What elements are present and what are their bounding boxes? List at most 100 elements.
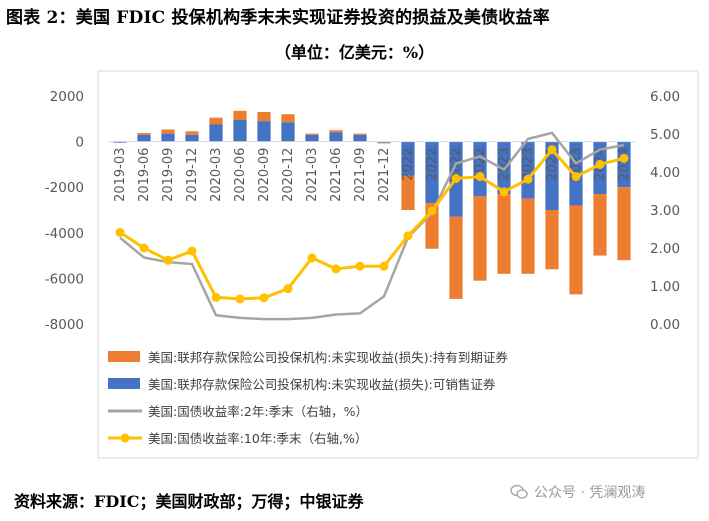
figure-title: 图表 2：美国 FDIC 投保机构季末未实现证券投资的损益及美债收益率 — [6, 8, 550, 28]
point-10y — [595, 159, 605, 169]
figure-subtitle: （单位：亿美元：%） — [274, 43, 435, 62]
series-line-10y — [119, 148, 625, 301]
right-axis-ticks: 6.00 5.00 4.00 3.00 2.00 1.00 0.00 — [650, 89, 680, 333]
bar-held-to-maturity — [473, 196, 487, 281]
category-label: 2022 — [425, 148, 440, 181]
right-tick-label: 5.00 — [650, 127, 680, 143]
point-10y — [499, 187, 509, 197]
watermark-text: 公众号 · 凭澜观涛 — [534, 485, 646, 501]
category-label: 2021-03 — [305, 148, 320, 202]
bar-available-for-sale — [353, 134, 367, 142]
bar-available-for-sale — [329, 132, 343, 142]
bar-available-for-sale — [305, 134, 319, 142]
bar-held-to-maturity — [185, 131, 199, 135]
point-10y — [259, 293, 269, 303]
left-tick-label: 2000 — [50, 89, 84, 105]
line-series — [115, 131, 629, 321]
bar-held-to-maturity — [137, 132, 151, 135]
right-tick-label: 2.00 — [650, 241, 680, 257]
right-tick-label: 6.00 — [650, 89, 680, 105]
category-label: 2019-06 — [137, 148, 152, 202]
point-10y — [283, 284, 293, 294]
right-tick-label: 1.00 — [650, 279, 680, 295]
point-10y — [307, 253, 317, 263]
category-label: 2019-03 — [113, 148, 128, 202]
chart-frame — [97, 70, 699, 459]
category-label: 2020-03 — [209, 148, 224, 202]
bar-available-for-sale — [545, 141, 559, 210]
point-10y — [547, 145, 557, 155]
point-10y — [523, 174, 533, 184]
category-label: 2020-12 — [281, 148, 296, 202]
category-label: 2019-09 — [161, 148, 176, 202]
wechat-icon — [510, 484, 528, 499]
category-label: 2022 — [473, 148, 488, 181]
point-10y — [619, 153, 629, 163]
point-10y — [379, 261, 389, 271]
bar-held-to-maturity — [497, 194, 511, 274]
bar-available-for-sale — [185, 134, 199, 142]
category-label: 2021-06 — [329, 148, 344, 202]
left-axis-ticks: 2000 0 -2000 -4000 -6000 -8000 — [45, 89, 84, 333]
left-tick-label: -8000 — [45, 317, 84, 333]
bar-available-for-sale — [281, 122, 295, 142]
point-10y — [139, 243, 149, 253]
watermark: 公众号 · 凭澜观涛 — [510, 482, 645, 502]
left-tick-label: -2000 — [45, 180, 84, 196]
bar-available-for-sale — [617, 141, 631, 188]
bar-available-for-sale — [377, 141, 391, 143]
point-10y — [211, 292, 221, 302]
left-tick-label: -4000 — [45, 226, 84, 242]
category-label: 2021-12 — [377, 148, 392, 202]
category-label: 2024 — [617, 148, 632, 181]
point-10y — [451, 173, 461, 183]
bar-held-to-maturity — [209, 117, 223, 125]
bar-held-to-maturity — [281, 114, 295, 123]
bar-available-for-sale — [233, 119, 247, 142]
bar-held-to-maturity — [233, 110, 247, 120]
point-10y — [187, 246, 197, 256]
bar-available-for-sale — [209, 124, 223, 142]
bar-available-for-sale — [521, 141, 535, 199]
bar-series — [113, 110, 631, 299]
bar-available-for-sale — [425, 141, 439, 204]
source-note: 资料来源：FDIC；美国财政部；万得；中银证券 — [14, 492, 364, 511]
category-label: 2022 — [401, 148, 416, 181]
legend-swatch — [108, 351, 140, 362]
point-10y — [427, 206, 437, 216]
bar-held-to-maturity — [161, 129, 175, 134]
legend-swatch — [108, 378, 140, 389]
right-tick-label: 0.00 — [650, 317, 680, 333]
bar-held-to-maturity — [401, 175, 415, 210]
legend-marker — [120, 433, 130, 443]
bar-available-for-sale — [137, 134, 151, 142]
legend-label: 美国:联邦存款保险公司投保机构:未实现收益(损失):持有到期证券 — [148, 350, 508, 365]
bar-held-to-maturity — [617, 187, 631, 261]
bar-available-for-sale — [473, 141, 487, 197]
bar-held-to-maturity — [377, 142, 391, 144]
bar-available-for-sale — [257, 121, 271, 142]
right-tick-label: 3.00 — [650, 203, 680, 219]
category-label: 2019-12 — [185, 148, 200, 202]
legend-label: 美国:国债收益率:10年:季末（右轴,%） — [148, 431, 367, 446]
category-label: 2021-09 — [353, 148, 368, 202]
bar-held-to-maturity — [305, 133, 319, 135]
point-10y — [115, 227, 125, 237]
bar-held-to-maturity — [329, 130, 343, 133]
bar-available-for-sale — [113, 141, 127, 143]
point-10y — [403, 231, 413, 241]
bar-available-for-sale — [161, 133, 175, 142]
bar-available-for-sale — [401, 141, 415, 176]
right-tick-label: 4.00 — [650, 165, 680, 181]
point-10y — [163, 255, 173, 265]
bar-held-to-maturity — [521, 198, 535, 274]
bar-held-to-maturity — [569, 205, 583, 295]
series-line-2y — [119, 131, 625, 321]
left-tick-label: 0 — [75, 135, 84, 151]
point-10y — [475, 172, 485, 182]
bar-held-to-maturity — [593, 194, 607, 256]
point-10y — [235, 294, 245, 304]
point-10y — [571, 172, 581, 182]
legend-label: 美国:国债收益率:2年:季末（右轴，%） — [148, 404, 368, 419]
